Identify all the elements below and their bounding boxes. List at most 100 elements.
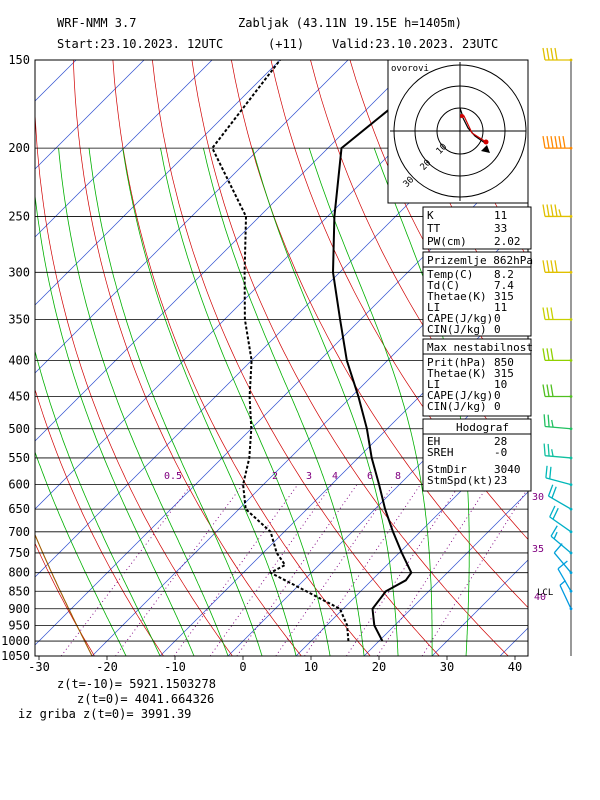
wind-barb-feather bbox=[554, 136, 558, 149]
wind-barb-staff bbox=[559, 584, 572, 610]
mixing-ratio-label: 8 bbox=[395, 471, 401, 482]
isotherm-line bbox=[35, 60, 349, 374]
max-row-label: Prit(hPa) bbox=[427, 356, 487, 369]
max-row-value: 0 bbox=[494, 400, 501, 413]
footer-line-1: z(t=-10)= 5921.1503278 bbox=[57, 677, 216, 691]
lead-time: (+11) bbox=[268, 37, 304, 51]
wind-barb-feather bbox=[553, 531, 558, 540]
wind-barb-staff bbox=[545, 477, 572, 486]
hodo-point-start bbox=[460, 114, 464, 118]
y-tick-label: 700 bbox=[8, 525, 30, 539]
right-label-35: 35 bbox=[532, 544, 544, 555]
wind-barb-base bbox=[569, 395, 573, 398]
y-tick-label: 250 bbox=[8, 209, 30, 223]
moist-adiabat-brown bbox=[35, 533, 93, 656]
mixing-ratio-line bbox=[421, 487, 528, 656]
wind-barb-feather bbox=[546, 384, 550, 397]
max-instability-frame bbox=[422, 338, 532, 417]
surface-row-label: LI bbox=[427, 301, 440, 314]
wind-barb-feather bbox=[549, 466, 552, 479]
wind-barb-feather bbox=[546, 136, 550, 149]
mixing-ratio-line bbox=[236, 484, 358, 656]
wind-barb-feather bbox=[549, 505, 556, 518]
hodo-row-label: SREH bbox=[427, 446, 454, 459]
max-row-value: 10 bbox=[494, 378, 507, 391]
wind-barb-base bbox=[569, 456, 573, 460]
y-tick-label: 400 bbox=[8, 353, 30, 367]
max-row-label: LI bbox=[427, 378, 440, 391]
surface-row-value: 315 bbox=[494, 290, 514, 303]
k-label: K bbox=[427, 209, 434, 222]
surface-row-label: CAPE(J/kg) bbox=[427, 312, 493, 325]
max-row-value: 315 bbox=[494, 367, 514, 380]
surface-row-value: 7.4 bbox=[494, 279, 514, 292]
wind-barb-base bbox=[569, 530, 573, 534]
wind-barb-staff bbox=[549, 516, 572, 533]
wind-barb-feather bbox=[557, 560, 568, 570]
wind-barb-feather bbox=[552, 507, 559, 520]
x-tick-label: -30 bbox=[28, 660, 50, 674]
mixing-ratio-label: 6 bbox=[367, 471, 373, 482]
mixing-ratio-label: 3 bbox=[306, 471, 312, 482]
y-tick-label: 650 bbox=[8, 502, 30, 516]
wind-barb bbox=[543, 414, 573, 431]
surface-rows: Temp(C) 8.2 Td(C) 7.4 Thetae(K) 315 LI 11CAPE(J… bbox=[427, 268, 514, 336]
wind-barb-feather bbox=[542, 307, 546, 320]
wind-barb-base bbox=[569, 58, 573, 62]
k-value: 11 bbox=[494, 209, 507, 222]
wind-barb-base bbox=[569, 359, 573, 362]
y-axis: 150 200 250 300 350 400 450 500 550 600 650 700 750 8… bbox=[1, 53, 30, 663]
station-title: Zabljak (43.11N 19.15E h=1405m) bbox=[238, 16, 462, 30]
surface-row-value: 11 bbox=[494, 301, 507, 314]
mixing-ratio-label: 0.5 bbox=[164, 471, 182, 482]
wind-barb-staff bbox=[557, 568, 572, 592]
x-tick-label: 20 bbox=[372, 660, 386, 674]
wind-barb-base bbox=[569, 318, 573, 321]
wind-barb-feather bbox=[550, 260, 554, 273]
model-title: WRF-NMM 3.7 bbox=[57, 16, 136, 30]
surface-row-label: CIN(J/kg) bbox=[427, 323, 487, 336]
wind-barb-feather bbox=[550, 204, 554, 217]
wind-barb-feather bbox=[554, 204, 558, 217]
wind-barb-staff bbox=[553, 552, 572, 574]
y-tick-label: 300 bbox=[8, 265, 30, 279]
moist-adiabat bbox=[35, 191, 195, 656]
isotherm-line bbox=[35, 60, 213, 238]
wind-barb-base bbox=[569, 215, 573, 218]
wind-barb-feather bbox=[554, 47, 558, 61]
isotherm-line bbox=[35, 60, 145, 170]
surface-title: Prizemlje 862hPa bbox=[427, 254, 533, 267]
wind-barb bbox=[549, 505, 573, 534]
wind-barb bbox=[559, 579, 573, 611]
wind-barbs bbox=[542, 47, 573, 611]
wind-barb bbox=[542, 307, 573, 321]
wind-barb-feather bbox=[550, 348, 554, 361]
hodograf-frame bbox=[422, 418, 532, 492]
isotherm-line bbox=[35, 60, 281, 306]
surface-row-label: Temp(C) bbox=[427, 268, 473, 281]
max-instability-title: Max nestabilnost bbox=[427, 341, 533, 354]
isotherm-line bbox=[35, 60, 485, 510]
footer-line-2: z(t=0)= 4041.664326 bbox=[77, 692, 214, 706]
pw-value: 2.02 bbox=[494, 235, 521, 248]
wind-barb-feather bbox=[543, 414, 546, 427]
wind-barb-feather bbox=[542, 348, 546, 361]
wind-barb-feather bbox=[562, 136, 566, 149]
wind-barb-feather bbox=[542, 136, 546, 149]
dry-adiabat bbox=[587, 60, 600, 656]
y-tick-label: 450 bbox=[8, 389, 30, 403]
mixing-ratio-label: 4 bbox=[332, 471, 338, 482]
wind-barb bbox=[542, 348, 573, 362]
tt-value: 33 bbox=[494, 222, 507, 235]
wind-barb bbox=[557, 560, 573, 593]
surface-row-label: Td(C) bbox=[427, 279, 460, 292]
x-axis: -30 -20 -10 0 10 20 30 40 bbox=[28, 656, 522, 674]
wind-barb-feather bbox=[553, 543, 563, 554]
dewpoint-profile bbox=[211, 60, 350, 642]
y-tick-label: 850 bbox=[8, 584, 30, 598]
surface-frame bbox=[422, 251, 532, 337]
y-tick-label: 900 bbox=[8, 602, 30, 616]
y-tick-label: 500 bbox=[8, 422, 30, 436]
wind-barb bbox=[542, 47, 573, 62]
